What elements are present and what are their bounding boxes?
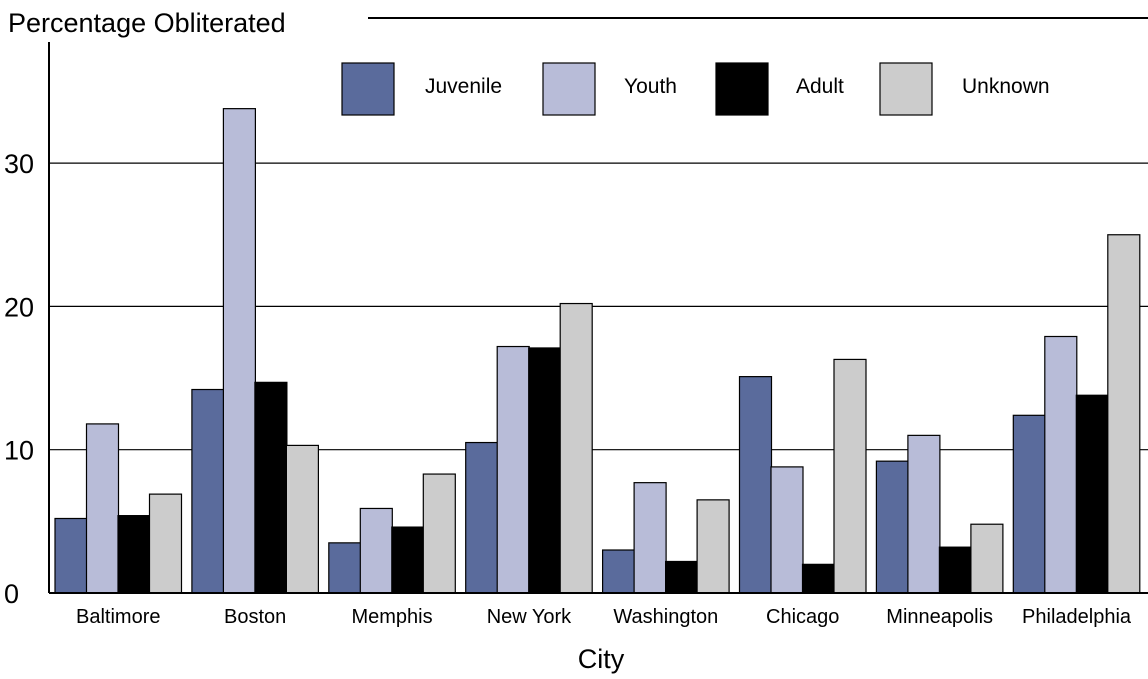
bar-adult	[938, 546, 973, 594]
x-tick-label: Memphis	[351, 606, 432, 628]
bar-juvenile	[1012, 414, 1046, 594]
x-tick-labels: Baltimore Boston Memphis New York Washington…	[76, 606, 1132, 628]
x-tick-label: Boston	[224, 606, 286, 628]
y-tick-label: 20	[4, 292, 34, 322]
bar-unknown	[696, 499, 730, 594]
legend-swatch-juvenile	[341, 62, 395, 116]
bar-juvenile	[328, 542, 362, 594]
y-tick-label: 0	[4, 579, 19, 609]
bar-adult	[391, 526, 425, 594]
bar-adult	[664, 560, 699, 594]
bar-juvenile	[191, 388, 225, 594]
bar-youth	[359, 507, 393, 594]
bar-unknown	[148, 493, 183, 594]
bar-adult	[117, 515, 151, 594]
bar-unknown	[285, 444, 319, 594]
bar-youth	[1044, 335, 1078, 594]
bar-juvenile	[875, 460, 910, 594]
legend-swatch-adult	[715, 62, 769, 116]
chart-title: Percentage Obliterated	[8, 8, 286, 38]
bar-adult	[801, 563, 836, 594]
bar-juvenile	[54, 517, 88, 594]
legend-swatch-unknown	[879, 62, 933, 116]
bar-unknown	[970, 523, 1004, 594]
legend-label-youth: Youth	[624, 75, 677, 98]
bar-adult	[254, 381, 288, 594]
legend-label-juvenile: Juvenile	[425, 75, 502, 98]
bar-youth	[633, 482, 667, 594]
bar-juvenile	[738, 376, 773, 594]
bar-youth	[222, 108, 256, 594]
legend-swatch-youth	[542, 62, 596, 116]
bar-unknown	[1107, 234, 1141, 594]
bar-youth	[907, 434, 941, 594]
x-tick-label: Philadelphia	[1022, 606, 1132, 628]
legend: Juvenile Youth Adult Unknown	[341, 62, 1050, 116]
bar-juvenile	[601, 549, 636, 594]
y-tick-labels: 0 10 20 30	[4, 149, 34, 609]
x-tick-label: Minneapolis	[886, 606, 993, 628]
y-tick-label: 10	[4, 436, 34, 466]
y-tick-label: 30	[4, 149, 34, 179]
bar-youth	[496, 345, 530, 594]
legend-label-adult: Adult	[796, 75, 844, 98]
bar-unknown	[833, 358, 867, 594]
bar-juvenile	[465, 441, 499, 594]
x-tick-label: Baltimore	[76, 606, 160, 628]
bar-adult	[528, 347, 562, 594]
x-tick-label: Chicago	[766, 606, 839, 628]
bar-adult	[1075, 394, 1109, 594]
x-tick-label: Washington	[613, 606, 718, 628]
bar-youth	[85, 423, 120, 594]
x-axis-label: City	[578, 644, 625, 674]
x-tick-label: New York	[487, 606, 572, 628]
bars	[54, 108, 1141, 594]
bar-youth	[770, 466, 804, 594]
legend-label-unknown: Unknown	[962, 75, 1050, 98]
bar-unknown	[559, 302, 593, 594]
bar-unknown	[422, 473, 456, 594]
